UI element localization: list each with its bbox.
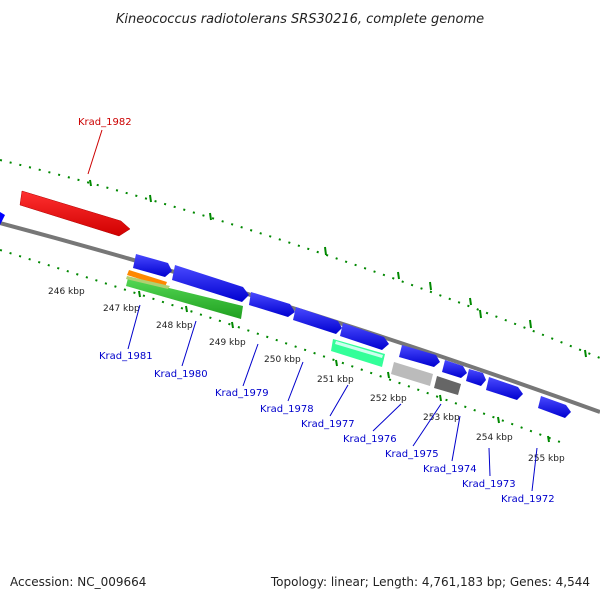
scale-label: 250 kbp: [264, 355, 301, 365]
scale-label: 251 kbp: [317, 375, 354, 385]
scale-label: 255 kbp: [528, 454, 565, 464]
topology-text: Topology: linear; Length: 4,761,183 bp; …: [270, 575, 590, 589]
gc-skew-track-outer: [0, 159, 600, 359]
cds-forward-5[interactable]: [340, 323, 389, 350]
feature-light-gray[interactable]: [391, 362, 433, 386]
gene-label[interactable]: Krad_1978: [260, 404, 314, 415]
gene-label[interactable]: Krad_1974: [423, 464, 477, 475]
cds-forward-3[interactable]: [249, 292, 295, 317]
scale-label: 249 kbp: [209, 338, 246, 348]
gc-skew-major-ticks-outer: [89, 179, 587, 358]
feature-orange[interactable]: [127, 270, 167, 287]
scale-label: 248 kbp: [156, 321, 193, 331]
gene-fragment-left[interactable]: [0, 212, 5, 225]
map-title: Kineococcus radiotolerans SRS30216, comp…: [116, 12, 484, 27]
highlight-leader-line: [87, 129, 103, 175]
gene-label[interactable]: Krad_1981: [99, 351, 153, 362]
scale-label: 252 kbp: [370, 394, 407, 404]
scale-major-ticks: [138, 290, 550, 443]
feature-green-long[interactable]: [126, 278, 243, 319]
gene-label[interactable]: Krad_1977: [301, 419, 355, 430]
cds-forward-1[interactable]: [133, 254, 172, 277]
gene-label[interactable]: Krad_1976: [343, 434, 397, 445]
cds-forward-10[interactable]: [538, 396, 571, 418]
scale-label: 246 kbp: [48, 287, 85, 297]
gc-content-track-inner: [0, 249, 561, 443]
gene-label[interactable]: Krad_1975: [385, 449, 439, 460]
scale-label: 247 kbp: [103, 304, 140, 314]
feature-green-cap[interactable]: [126, 276, 170, 289]
cds-forward-9[interactable]: [486, 377, 523, 400]
gene-krad-1982[interactable]: [19, 190, 131, 237]
gene-label[interactable]: Krad_1979: [215, 388, 269, 399]
cds-forward-6[interactable]: [399, 345, 440, 367]
scale-label: 253 kbp: [423, 413, 460, 423]
cds-forward-7[interactable]: [442, 360, 467, 378]
cds-forward-4[interactable]: [293, 307, 342, 334]
feature-teal-highlight[interactable]: [335, 341, 383, 358]
highlight-gene-label[interactable]: Krad_1982: [78, 117, 132, 128]
cds-forward-2[interactable]: [172, 265, 249, 302]
accession-text: Accession: NC_009664: [10, 575, 146, 589]
scale-labels: 246 kbp 247 kbp 248 kbp 249 kbp 250 kbp …: [48, 287, 565, 464]
scale-label: 254 kbp: [476, 433, 513, 443]
gene-label[interactable]: Krad_1980: [154, 369, 208, 380]
sequence-backbone: [0, 221, 600, 414]
gene-label[interactable]: Krad_1972: [501, 494, 555, 505]
gene-labels: Krad_1981 Krad_1980 Krad_1979 Krad_1978 …: [99, 351, 555, 505]
cds-forward-8[interactable]: [466, 369, 486, 386]
gene-leader-lines: [127, 304, 538, 492]
gene-label[interactable]: Krad_1973: [462, 479, 516, 490]
feature-dark-gray[interactable]: [434, 376, 461, 395]
